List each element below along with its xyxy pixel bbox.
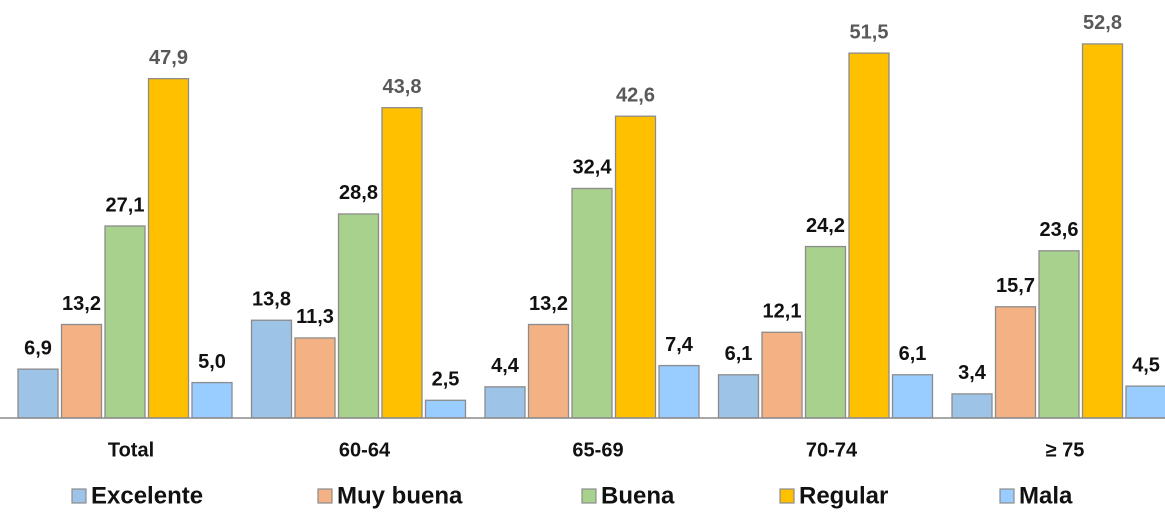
data-label: 52,8 [1083,12,1122,34]
bar [381,107,423,419]
bar [1125,385,1165,419]
bar [717,374,760,419]
data-label: 7,4 [665,334,694,356]
legend-swatch [581,488,597,504]
x-tick-label: 70-74 [806,439,858,461]
data-label: 42,6 [616,84,655,106]
bar [804,245,847,419]
bar [1081,43,1124,419]
data-label: 5,0 [198,351,226,373]
data-label: 13,8 [252,289,291,311]
data-label: 4,4 [491,355,520,377]
data-label: 32,4 [573,157,613,179]
x-tick-label: ≥ 75 [1046,439,1085,461]
legend-label: Muy buena [337,482,463,509]
bar [761,331,803,419]
legend-label: Excelente [91,482,203,509]
data-label: 6,1 [725,343,753,365]
legend-label: Buena [601,482,675,509]
bar [250,319,293,419]
data-label: 51,5 [850,21,889,43]
bar [147,77,190,419]
data-label: 13,2 [62,293,101,315]
bar [1038,250,1080,419]
data-label: 6,1 [899,343,927,365]
legend-swatch [779,488,795,504]
x-tick-label: 65-69 [572,439,623,461]
data-label: 12,1 [763,301,802,323]
data-label: 23,6 [1040,219,1079,241]
bar [994,306,1037,419]
data-label: 47,9 [149,47,188,69]
bar [527,323,570,419]
x-tick-label: Total [108,439,154,461]
bar [614,115,657,419]
bar [337,213,380,419]
bar [484,386,526,419]
bar [848,52,890,419]
bar [60,323,103,419]
data-label: 27,1 [106,194,145,216]
bar [17,368,59,419]
data-label: 2,5 [432,369,460,391]
data-label: 4,5 [1132,354,1160,376]
x-tick-label: 60-64 [339,439,391,461]
bar [891,374,934,419]
data-label: 28,8 [339,182,378,204]
bar [191,381,233,419]
legend-swatch [317,488,333,504]
data-label: 13,2 [529,293,568,315]
bar [104,225,146,419]
bar [571,187,613,419]
legend-label: Regular [799,482,888,509]
data-label: 15,7 [996,275,1035,297]
data-label: 11,3 [296,306,334,328]
data-label: 43,8 [383,76,422,98]
legend-swatch [71,488,87,504]
bar [294,337,336,419]
bar [951,393,993,419]
legend-label: Mala [1019,482,1073,509]
legend-swatch [999,488,1015,504]
data-label: 24,2 [806,215,845,237]
bar [658,364,700,419]
data-label: 3,4 [958,362,987,384]
bar [424,399,467,419]
data-label: 6,9 [24,337,52,359]
